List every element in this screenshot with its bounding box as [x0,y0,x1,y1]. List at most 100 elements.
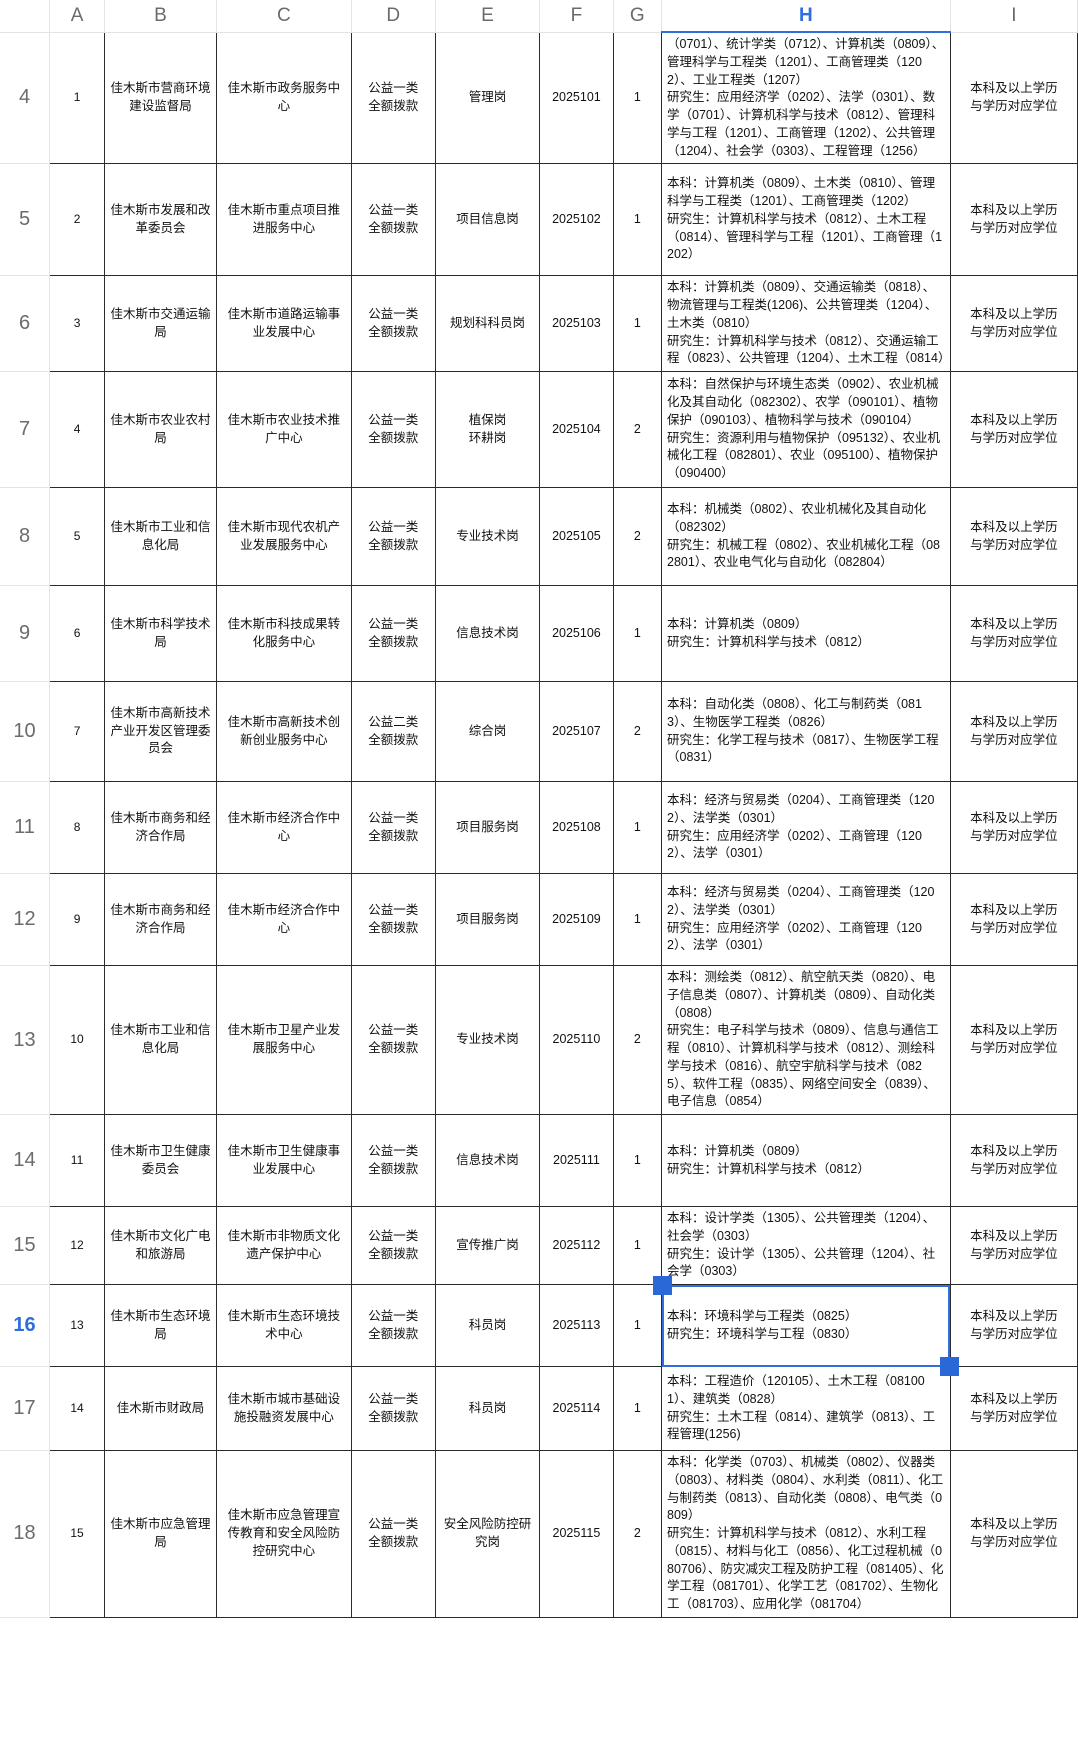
cell-major-requirement[interactable]: 本科：计算机类（0809） 研究生：计算机科学与技术（0812） [661,585,951,682]
cell-organization[interactable]: 佳木斯市应急管理局 [103,1450,218,1618]
cell-organization[interactable]: 佳木斯市工业和信息化局 [103,965,218,1115]
cell-major-requirement[interactable]: 本科：计算机类（0809）、土木类（0810）、管理科学与工程类（1201）、工… [661,163,951,277]
cell-organization[interactable]: 佳木斯市农业农村局 [103,371,218,488]
row-header-18[interactable]: 18 [0,1450,51,1618]
cell-major-requirement[interactable]: 本科：计算机类（0809） 研究生：计算机科学与技术（0812） [661,1114,951,1207]
cell-funding-type[interactable]: 公益一类 全额拨款 [350,965,436,1115]
cell-funding-type[interactable]: 公益一类 全额拨款 [350,163,436,277]
cell-position-code[interactable]: 2025106 [539,585,614,682]
cell-index[interactable]: 6 [49,585,105,682]
cell-funding-type[interactable]: 公益一类 全额拨款 [350,371,436,488]
cell-funding-type[interactable]: 公益一类 全额拨款 [350,487,436,586]
cell-index[interactable]: 11 [49,1114,105,1207]
cell-major-requirement[interactable]: 本科：机械类（0802）、农业机械化及其自动化（082302） 研究生：机械工程… [661,487,951,586]
cell-major-requirement[interactable]: 本科：化学类（0703）、机械类（0802）、仪器类（0803）、材料类（080… [661,1450,951,1618]
cell-index[interactable]: 10 [49,965,105,1115]
cell-degree-requirement[interactable]: 本科及以上学历 与学历对应学位 [949,275,1078,372]
cell-organization[interactable]: 佳木斯市工业和信息化局 [103,487,218,586]
cell-major-requirement[interactable]: 本科：经济与贸易类（0204）、工商管理类（1202）、法学类（0301） 研究… [661,781,951,874]
cell-headcount[interactable]: 1 [612,1206,663,1285]
cell-funding-type[interactable]: 公益一类 全额拨款 [350,781,436,874]
cell-degree-requirement[interactable]: 本科及以上学历 与学历对应学位 [949,31,1078,165]
cell-funding-type[interactable]: 公益一类 全额拨款 [350,873,436,966]
table-row[interactable]: 10 7 佳木斯市高新技术产业开发区管理委员会 佳木斯市高新技术创新创业服务中心 公益二… [0,681,1078,782]
cell-major-requirement[interactable]: 本科：自然保护与环境生态类（0902）、农业机械化及其自动化（082302）、农… [661,371,951,488]
cell-major-requirement[interactable]: 本科：计算机类（0809）、交通运输类（0818）、物流管理与工程类(1206)… [661,275,951,372]
cell-degree-requirement[interactable]: 本科及以上学历 与学历对应学位 [949,163,1078,277]
cell-funding-type[interactable]: 公益一类 全额拨款 [350,1450,436,1618]
cell-position[interactable]: 管理岗 [434,31,541,165]
cell-major-requirement[interactable]: 本科：测绘类（0812）、航空航天类（0820）、电子信息类（0807）、计算机… [661,965,951,1115]
row-header-8[interactable]: 8 [0,487,51,586]
select-all-corner[interactable] [0,0,51,33]
cell-degree-requirement[interactable]: 本科及以上学历 与学历对应学位 [949,585,1078,682]
cell-position[interactable]: 科员岗 [434,1366,541,1451]
row-header-16[interactable]: 16 [0,1284,51,1367]
cell-organization[interactable]: 佳木斯市交通运输局 [103,275,218,372]
table-row[interactable]: 5 2 佳木斯市发展和改革委员会 佳木斯市重点项目推进服务中心 公益一类 全额拨款 项目信… [0,163,1078,277]
cell-headcount[interactable]: 1 [612,275,663,372]
cell-index[interactable]: 8 [49,781,105,874]
table-row[interactable]: 14 11 佳木斯市卫生健康委员会 佳木斯市卫生健康事业发展中心 公益一类 全额拨款 信息… [0,1114,1078,1207]
cell-position[interactable]: 项目信息岗 [434,163,541,277]
cell-organization[interactable]: 佳木斯市商务和经济合作局 [103,873,218,966]
cell-organization[interactable]: 佳木斯市商务和经济合作局 [103,781,218,874]
row-header-14[interactable]: 14 [0,1114,51,1207]
cell-position-code[interactable]: 2025104 [539,371,614,488]
cell-unit[interactable]: 佳木斯市经济合作中心 [216,781,352,874]
cell-index[interactable]: 3 [49,275,105,372]
cell-position[interactable]: 信息技术岗 [434,585,541,682]
cell-funding-type[interactable]: 公益一类 全额拨款 [350,1284,436,1367]
cell-headcount[interactable]: 1 [612,1366,663,1451]
cell-degree-requirement[interactable]: 本科及以上学历 与学历对应学位 [949,1450,1078,1618]
cell-index[interactable]: 15 [49,1450,105,1618]
cell-position-code[interactable]: 2025109 [539,873,614,966]
cell-degree-requirement[interactable]: 本科及以上学历 与学历对应学位 [949,1114,1078,1207]
spreadsheet-grid[interactable]: A B C D E F G H I 4 1 佳木斯市营商环境建设监督局 佳木斯市政务服务中心 公益一类 全… [0,0,1078,1618]
cell-headcount[interactable]: 1 [612,585,663,682]
row-header-4[interactable]: 4 [0,32,51,165]
cell-funding-type[interactable]: 公益二类 全额拨款 [350,681,436,782]
cell-degree-requirement[interactable]: 本科及以上学历 与学历对应学位 [949,681,1078,782]
cell-headcount[interactable]: 2 [612,487,663,586]
column-header-b[interactable]: B [104,0,218,33]
cell-funding-type[interactable]: 公益一类 全额拨款 [350,585,436,682]
table-row[interactable]: 11 8 佳木斯市商务和经济合作局 佳木斯市经济合作中心 公益一类 全额拨款 项目服务岗 2… [0,781,1078,874]
cell-headcount[interactable]: 1 [612,1284,663,1367]
cell-degree-requirement[interactable]: 本科及以上学历 与学历对应学位 [949,781,1078,874]
cell-position[interactable]: 宣传推广岗 [434,1206,541,1285]
cell-index[interactable]: 5 [49,487,105,586]
cell-position-code[interactable]: 2025103 [539,275,614,372]
table-row[interactable]: 18 15 佳木斯市应急管理局 佳木斯市应急管理宣传教育和安全风险防控研究中心 公益一类… [0,1450,1078,1618]
table-row[interactable]: 17 14 佳木斯市财政局 佳木斯市城市基础设施投融资发展中心 公益一类 全额拨款 科员岗… [0,1366,1078,1451]
cell-position-code[interactable]: 2025114 [539,1366,614,1451]
column-header-e[interactable]: E [435,0,541,33]
cell-index[interactable]: 13 [49,1284,105,1367]
cell-unit[interactable]: 佳木斯市道路运输事业发展中心 [216,275,352,372]
cell-position[interactable]: 项目服务岗 [434,781,541,874]
cell-unit[interactable]: 佳木斯市卫生健康事业发展中心 [216,1114,352,1207]
column-header-a[interactable]: A [49,0,105,33]
row-header-13[interactable]: 13 [0,965,51,1115]
cell-degree-requirement[interactable]: 本科及以上学历 与学历对应学位 [949,371,1078,488]
cell-position-code[interactable]: 2025101 [539,31,614,165]
cell-funding-type[interactable]: 公益一类 全额拨款 [350,31,436,165]
cell-position[interactable]: 综合岗 [434,681,541,782]
cell-major-requirement[interactable]: 本科：经济与贸易类（0204）、工商管理类（1202）、法学类（0301） 研究… [661,873,951,966]
cell-organization[interactable]: 佳木斯市卫生健康委员会 [103,1114,218,1207]
cell-unit[interactable]: 佳木斯市生态环境技术中心 [216,1284,352,1367]
cell-headcount[interactable]: 1 [612,873,663,966]
table-row[interactable]: 8 5 佳木斯市工业和信息化局 佳木斯市现代农机产业发展服务中心 公益一类 全额拨款 专业… [0,487,1078,586]
cell-headcount[interactable]: 2 [612,965,663,1115]
cell-position[interactable]: 项目服务岗 [434,873,541,966]
cell-unit[interactable]: 佳木斯市城市基础设施投融资发展中心 [216,1366,352,1451]
cell-headcount[interactable]: 1 [612,31,663,165]
cell-degree-requirement[interactable]: 本科及以上学历 与学历对应学位 [949,487,1078,586]
cell-unit[interactable]: 佳木斯市重点项目推进服务中心 [216,163,352,277]
cell-index[interactable]: 7 [49,681,105,782]
cell-unit[interactable]: 佳木斯市应急管理宣传教育和安全风险防控研究中心 [216,1450,352,1618]
cell-index[interactable]: 1 [49,31,105,165]
cell-position[interactable]: 专业技术岗 [434,487,541,586]
cell-funding-type[interactable]: 公益一类 全额拨款 [350,275,436,372]
